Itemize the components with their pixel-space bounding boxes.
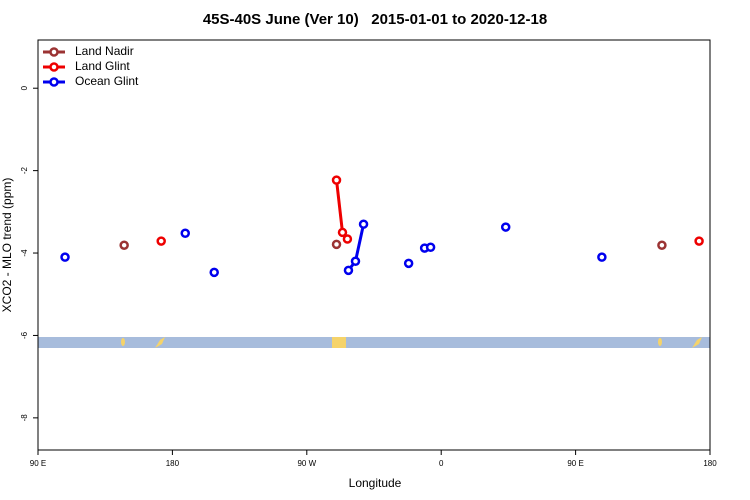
series-line [337, 180, 700, 241]
legend-marker [49, 47, 59, 57]
point [331, 239, 342, 250]
legend-marker [49, 62, 59, 72]
point [156, 236, 166, 246]
point [343, 265, 354, 276]
point [119, 240, 129, 250]
plot-frame [37, 39, 711, 451]
point [60, 252, 70, 262]
x-tick-label: 90 E [567, 459, 583, 468]
point [331, 175, 342, 185]
x-tick-label: 180 [703, 459, 717, 468]
series-line [348, 224, 601, 270]
point [425, 242, 436, 253]
x-tick-label: 90 E [30, 459, 46, 468]
x-axis-label: Longitude [349, 476, 402, 490]
legend-label: Land Nadir [75, 44, 134, 58]
legend-label: Land Glint [75, 59, 130, 73]
map-strip [38, 337, 710, 348]
x-tick-label: 0 [439, 459, 444, 468]
y-axis-label: XCO2 - MLO trend (ppm) [0, 178, 14, 313]
legend-label: Ocean Glint [75, 74, 139, 88]
point [403, 258, 414, 269]
point [342, 234, 353, 244]
x-tick-label: 90 W [297, 459, 316, 468]
point [694, 236, 704, 246]
point [597, 252, 607, 262]
y-tick-label: -2 [20, 167, 29, 175]
legend-marker [49, 77, 59, 87]
y-tick-label: -4 [20, 249, 29, 257]
point [657, 240, 667, 250]
point [500, 222, 511, 232]
chart-title: 45S-40S June (Ver 10) 2015-01-01 to 2020… [203, 11, 547, 28]
point [209, 267, 219, 278]
point [358, 219, 369, 229]
point [180, 228, 190, 239]
x-tick-label: 180 [166, 459, 180, 468]
y-tick-label: 0 [20, 85, 29, 90]
y-tick-label: -6 [20, 331, 29, 339]
y-tick-label: -8 [20, 414, 29, 422]
point [350, 256, 361, 267]
point [337, 227, 348, 238]
